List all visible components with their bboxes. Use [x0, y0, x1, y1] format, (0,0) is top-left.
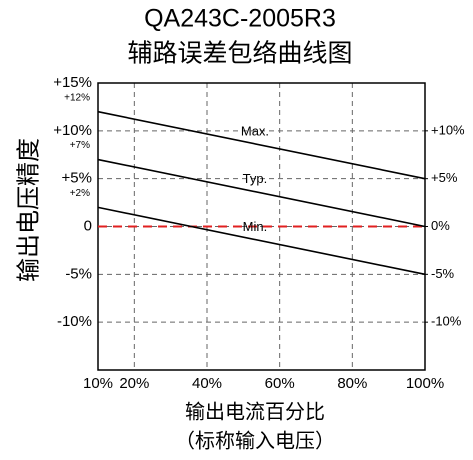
y2-tick-label: +10%: [431, 122, 465, 137]
y2-tick-label: 0%: [431, 218, 450, 233]
x-tick-label: 80%: [337, 375, 367, 392]
data-label: +12%: [64, 92, 90, 103]
series-name: Typ.: [243, 171, 268, 186]
y-tick-label: +5%: [62, 170, 92, 187]
y-axis-label: 输出电压精度: [15, 138, 42, 282]
y-tick-label: 0: [84, 217, 92, 234]
x-tick-label: 60%: [265, 375, 295, 392]
data-label: +2%: [70, 188, 90, 199]
y2-tick-label: -5%: [431, 266, 455, 281]
series-name: Max.: [241, 123, 269, 138]
x-axis-label: （标称输入电压）: [175, 429, 335, 452]
y2-tick-label: +5%: [431, 170, 458, 185]
y-tick-label: +10%: [53, 122, 92, 139]
series-line: [97, 110, 426, 180]
x-tick-label: 20%: [119, 375, 149, 392]
chart-subtitle: 辅路误差包络曲线图: [127, 40, 352, 68]
series-line: [97, 158, 426, 228]
x-tick-label: 10%: [83, 375, 113, 392]
x-tick-label: 40%: [192, 375, 222, 392]
chart-title: QA243C-2005R3: [144, 5, 336, 33]
y-tick-label: -5%: [65, 265, 92, 282]
series-name: Min.: [243, 219, 268, 234]
series-line: [97, 206, 426, 276]
data-label: +7%: [70, 140, 90, 151]
x-tick-label: 100%: [406, 375, 444, 392]
y2-tick-label: -10%: [431, 314, 462, 329]
x-axis-label: 输出电流百分比: [185, 400, 325, 423]
y-tick-label: +15%: [53, 74, 92, 91]
y-tick-label: -10%: [57, 313, 92, 330]
